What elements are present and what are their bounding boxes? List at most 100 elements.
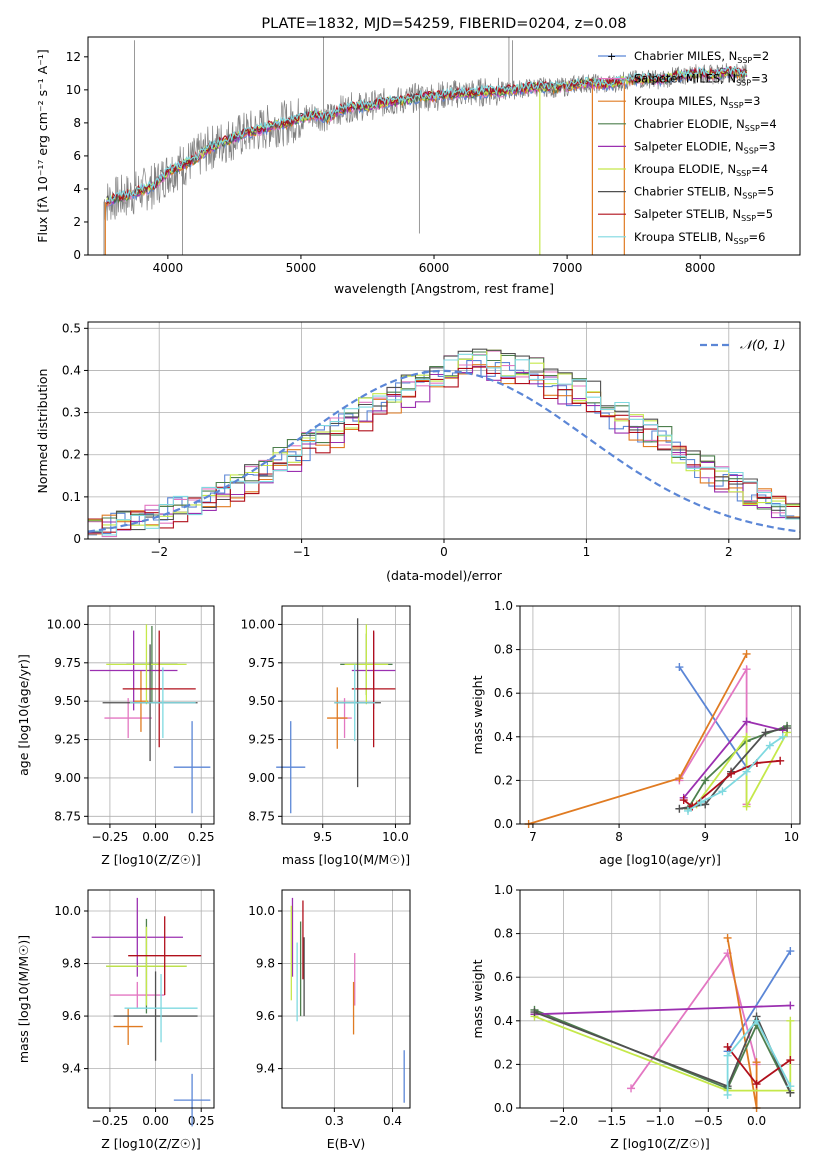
weight-point <box>696 798 705 807</box>
y-tick-label: 4 <box>73 182 81 196</box>
legend-label: Kroupa MILES, NSSP=3 <box>634 94 760 110</box>
weight-point <box>684 806 692 815</box>
y-tick-label: 9.25 <box>248 733 275 747</box>
weight-point <box>778 732 787 741</box>
model-line-kroupa-stelib <box>106 66 748 203</box>
x-tick-label: −2.0 <box>549 1114 578 1128</box>
x-axis-label: mass [log10(M/M☉)] <box>282 852 410 867</box>
axes-frame <box>87 321 801 540</box>
weight-point <box>679 796 688 805</box>
x-tick-label: −0.25 <box>92 1114 129 1128</box>
weight-point <box>742 649 751 658</box>
y-tick-label: 9.50 <box>248 694 275 708</box>
y-tick-label: 0.8 <box>494 927 513 941</box>
weight-point <box>786 1056 795 1065</box>
weight-point <box>742 767 751 776</box>
x-axis-label: Z [log10(Z/Z☉)] <box>610 1136 710 1151</box>
y-tick-label: 1.0 <box>494 599 513 613</box>
weight-point <box>786 1016 795 1025</box>
weight-line-salpeter-elodie <box>534 1004 791 1016</box>
x-tick-label: −0.25 <box>92 830 129 844</box>
weight-point <box>727 769 736 778</box>
axes-frame <box>519 889 801 1109</box>
x-tick-label: 10 <box>784 830 799 844</box>
y-tick-label: 0.2 <box>494 773 513 787</box>
weight-line-chabrier-elodie <box>687 725 788 810</box>
weight-line-kroupa-miles <box>726 937 758 1109</box>
mass_vs_Z-axes <box>84 890 214 1112</box>
y-axis-label: mass weight <box>470 959 485 1038</box>
x-tick-label: −1.5 <box>597 1114 626 1128</box>
y-tick-label: 0.3 <box>62 406 81 420</box>
x-tick-label: 0.25 <box>188 830 215 844</box>
weight-point <box>627 1084 636 1093</box>
y-tick-label: 8.75 <box>248 809 275 823</box>
y-tick-label: 0.4 <box>494 1014 513 1028</box>
normal-curve <box>87 369 801 533</box>
x-tick-label: 2 <box>725 545 733 559</box>
x-axis-label: E(B-V) <box>327 1136 366 1151</box>
x-tick-label: 0.0 <box>747 1114 766 1128</box>
x-tick-label: 6000 <box>419 261 450 275</box>
x-tick-label: 9 <box>701 830 709 844</box>
y-tick-label: 9.00 <box>248 771 275 785</box>
chart-title: PLATE=1832, MJD=54259, FIBERID=0204, z=0… <box>261 16 626 32</box>
y-tick-label: 9.50 <box>54 694 81 708</box>
y-tick-label: 0.4 <box>494 730 513 744</box>
y-tick-label: 0.2 <box>494 1057 513 1071</box>
age_vs_mass-axes <box>278 606 410 828</box>
y-tick-label: 9.8 <box>256 957 275 971</box>
y-tick-label: 0.2 <box>62 448 81 462</box>
x-tick-label: −1.0 <box>645 1114 674 1128</box>
y-tick-label: 8.75 <box>54 809 81 823</box>
legend-label: Salpeter STELIB, NSSP=5 <box>634 207 773 223</box>
weight-point <box>723 1051 732 1060</box>
legend-label: Salpeter MILES, NSSP=3 <box>634 72 768 88</box>
x-axis-label: (data-model)/error <box>386 568 503 583</box>
x-tick-label: 7000 <box>552 261 583 275</box>
residuals-axes <box>84 322 800 543</box>
y-tick-label: 0.5 <box>62 321 81 335</box>
weight-point <box>723 933 732 942</box>
y-tick-label: 9.75 <box>54 656 81 670</box>
axes-frame <box>519 605 801 825</box>
x-axis-label: Z [log10(Z/Z☉)] <box>101 852 201 867</box>
y-tick-label: 0 <box>73 248 81 262</box>
x-axis-label: wavelength [Angstrom, rest frame] <box>334 281 554 296</box>
age_vs_Z-axes <box>84 606 214 828</box>
weight-point <box>783 724 792 733</box>
weight-point <box>752 1080 761 1089</box>
weight-point <box>675 804 684 813</box>
legend-label: Kroupa STELIB, NSSP=6 <box>634 230 765 246</box>
weight-point <box>675 774 684 783</box>
weight-point <box>701 800 710 809</box>
y-axis-label: age [log10(age/yr)] <box>16 654 31 776</box>
y-tick-label: 0.0 <box>494 1101 513 1115</box>
y-tick-label: 10.00 <box>47 617 81 631</box>
weight-line-chabrier-miles <box>726 950 792 1052</box>
x-tick-label: −0.5 <box>694 1114 723 1128</box>
y-tick-label: 9.6 <box>256 1009 275 1023</box>
weight-point <box>701 776 710 785</box>
x-axis-label: Z [log10(Z/Z☉)] <box>101 1136 201 1151</box>
x-tick-label: 0.4 <box>383 1114 402 1128</box>
axes-frame <box>87 605 215 825</box>
weight-point <box>723 1042 732 1051</box>
y-tick-label: 9.4 <box>256 1062 275 1076</box>
y-tick-label: 9.25 <box>54 733 81 747</box>
y-axis-label: mass [log10(M/M☉)] <box>16 935 31 1063</box>
weight-point <box>786 1001 795 1010</box>
weight-line-kroupa-elodie <box>534 1015 792 1092</box>
y-tick-label: 9.00 <box>54 771 81 785</box>
model-line-salpeter-elodie <box>106 66 748 205</box>
x-tick-label: 8000 <box>685 261 716 275</box>
axes-frame <box>281 605 411 825</box>
x-tick-label: 0.25 <box>188 1114 215 1128</box>
y-tick-label: 0.4 <box>62 363 81 377</box>
weight-point <box>742 717 751 726</box>
weight-point <box>752 1058 761 1067</box>
y-tick-label: 9.75 <box>248 656 275 670</box>
weight-point <box>786 1082 795 1091</box>
y-tick-label: 9.4 <box>62 1062 81 1076</box>
